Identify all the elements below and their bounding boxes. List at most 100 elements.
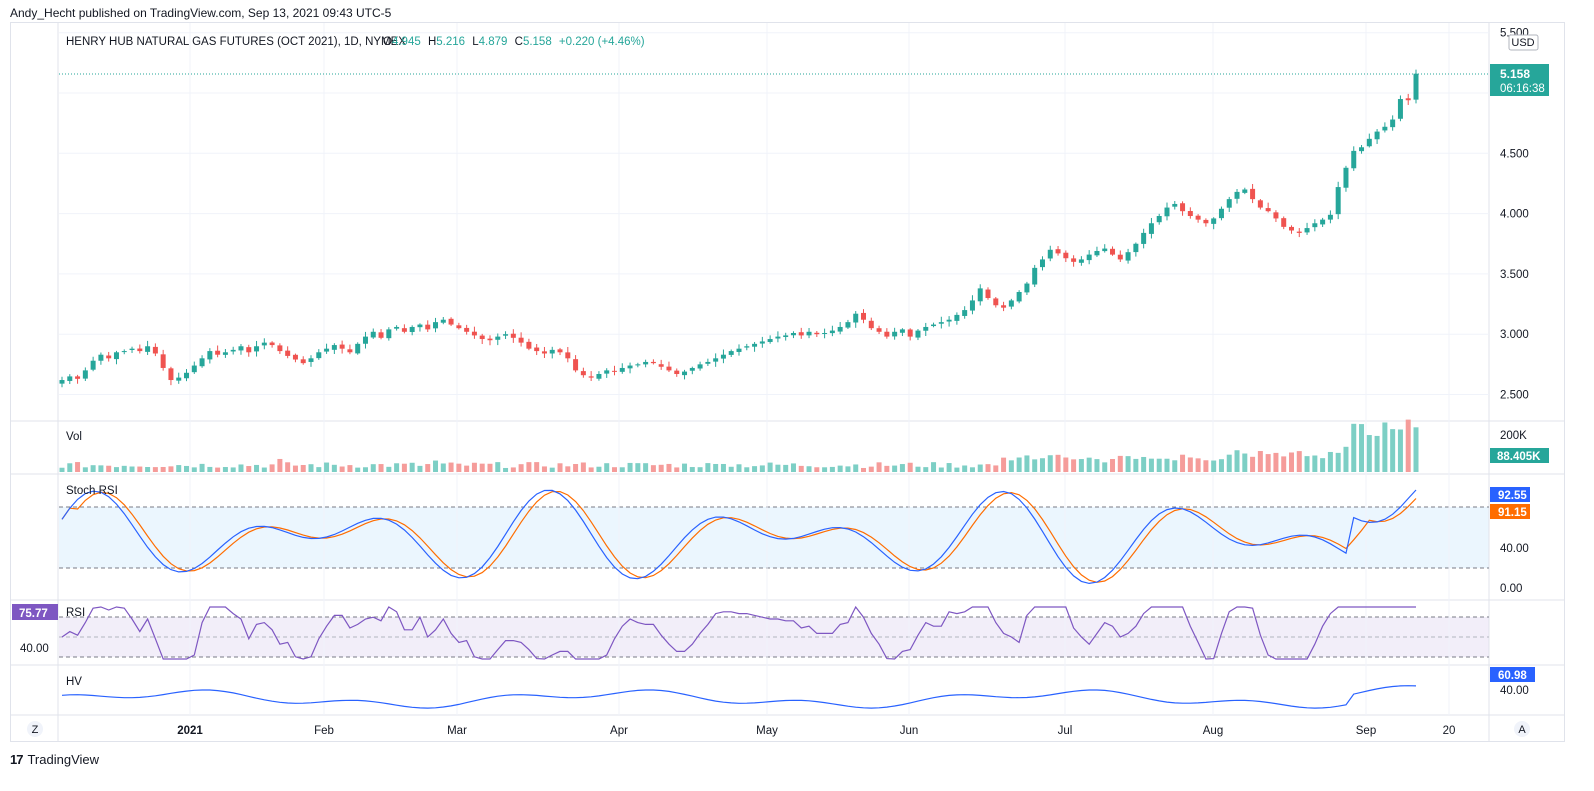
candle-body	[448, 318, 454, 325]
candle-body	[985, 289, 991, 299]
volume-bar	[1296, 451, 1302, 472]
volume-bar	[324, 462, 330, 472]
vol-label: Vol	[66, 431, 82, 443]
candle-body	[573, 359, 579, 371]
candle-body	[137, 348, 143, 352]
volume-bar	[331, 464, 337, 472]
volume-bar	[596, 466, 602, 472]
volume-bar	[643, 463, 649, 472]
candle-body	[705, 361, 711, 364]
volume-bar	[1063, 457, 1069, 472]
candle-body	[899, 329, 905, 333]
candle-body	[1390, 119, 1396, 128]
candle-body	[1180, 203, 1186, 212]
candle-body	[1374, 131, 1380, 140]
volume-bar	[495, 462, 501, 472]
candle-body	[90, 360, 96, 370]
hv-value: 60.98	[1498, 670, 1527, 682]
candle-body	[487, 338, 493, 341]
volume-bar	[969, 467, 975, 472]
volume-bar	[1148, 458, 1154, 472]
time-axis-label: Jun	[900, 725, 919, 737]
volume-bar	[650, 465, 656, 472]
volume-bar	[1273, 452, 1279, 472]
hv-value-tag	[1490, 667, 1535, 682]
candle-body	[752, 343, 758, 347]
candle-body	[853, 313, 859, 323]
candle-body	[82, 370, 88, 379]
tradingview-logo[interactable]: 17 TradingView	[10, 752, 99, 767]
volume-bar	[689, 467, 695, 472]
volume-bar	[1382, 422, 1388, 472]
volume-bar	[868, 466, 874, 472]
volume-bar	[1032, 459, 1038, 472]
time-axis-label: Jul	[1058, 725, 1073, 737]
volume-bar	[433, 460, 439, 472]
volume-bar	[938, 467, 944, 472]
candle-body	[1156, 216, 1162, 223]
candle-body	[1024, 283, 1030, 293]
volume-bar	[1016, 457, 1022, 472]
stoch-k-value: 92.55	[1498, 490, 1527, 502]
volume-bar	[931, 462, 937, 472]
candle-body	[59, 380, 65, 384]
currency-badge[interactable]	[1508, 34, 1539, 51]
volume-bar	[534, 462, 540, 472]
volume-bar	[604, 463, 610, 472]
symbol-title: HENRY HUB NATURAL GAS FUTURES (OCT 2021)…	[66, 36, 406, 48]
volume-bar	[946, 463, 952, 472]
volume-bar	[518, 464, 524, 472]
candle-body	[347, 349, 353, 353]
candle-body	[1359, 147, 1365, 152]
volume-bar	[145, 467, 151, 472]
price-axis-label: 3.500	[1500, 269, 1529, 281]
candle-body	[1242, 189, 1248, 193]
volume-bar	[1110, 459, 1116, 472]
volume-bar	[1125, 456, 1131, 472]
auto-scale-button[interactable]	[1514, 721, 1530, 737]
volume-bar	[1071, 459, 1077, 472]
candle-body	[938, 322, 944, 324]
candle-body	[728, 351, 734, 355]
candle-body	[75, 376, 81, 379]
volume-bar	[977, 464, 983, 472]
candle-body	[370, 331, 376, 338]
candle-body	[471, 331, 477, 336]
volume-bar	[230, 467, 236, 472]
volume-bar	[184, 465, 190, 472]
zoom-button[interactable]	[27, 721, 43, 737]
candle-body	[277, 345, 283, 352]
volume-bar	[853, 464, 859, 472]
candle-body	[861, 312, 867, 320]
chart-frame[interactable]	[10, 22, 1565, 742]
candle-body	[1382, 126, 1388, 131]
zoom-label: Z	[32, 724, 39, 736]
hv-label: HV	[66, 676, 82, 688]
volume-bar	[705, 463, 711, 472]
candle-body	[215, 350, 221, 355]
candle-body	[362, 336, 368, 344]
publisher-note: Andy_Hecht published on TradingView.com,…	[10, 6, 392, 20]
candle-body	[113, 352, 119, 360]
stoch-k-line	[61, 489, 1417, 585]
volume-bar	[1359, 424, 1365, 472]
volume-bar	[635, 463, 641, 472]
volume-bar	[985, 464, 991, 472]
candle-body	[129, 348, 135, 350]
volume-bar	[573, 464, 579, 472]
stoch-k-tag	[1490, 487, 1530, 502]
candle-body	[98, 354, 104, 361]
candle-body	[1148, 223, 1154, 234]
candle-body	[308, 358, 314, 362]
volume-bar	[137, 466, 143, 472]
volume-bar	[829, 466, 835, 472]
stoch-d-value: 91.15	[1498, 507, 1527, 519]
candle-body	[1257, 200, 1263, 208]
volume-bar	[907, 462, 913, 472]
volume-bar	[1366, 435, 1372, 472]
candle-body	[1195, 215, 1201, 220]
candle-body	[557, 349, 563, 353]
volume-bar	[1141, 456, 1147, 472]
volume-bar	[417, 465, 423, 472]
